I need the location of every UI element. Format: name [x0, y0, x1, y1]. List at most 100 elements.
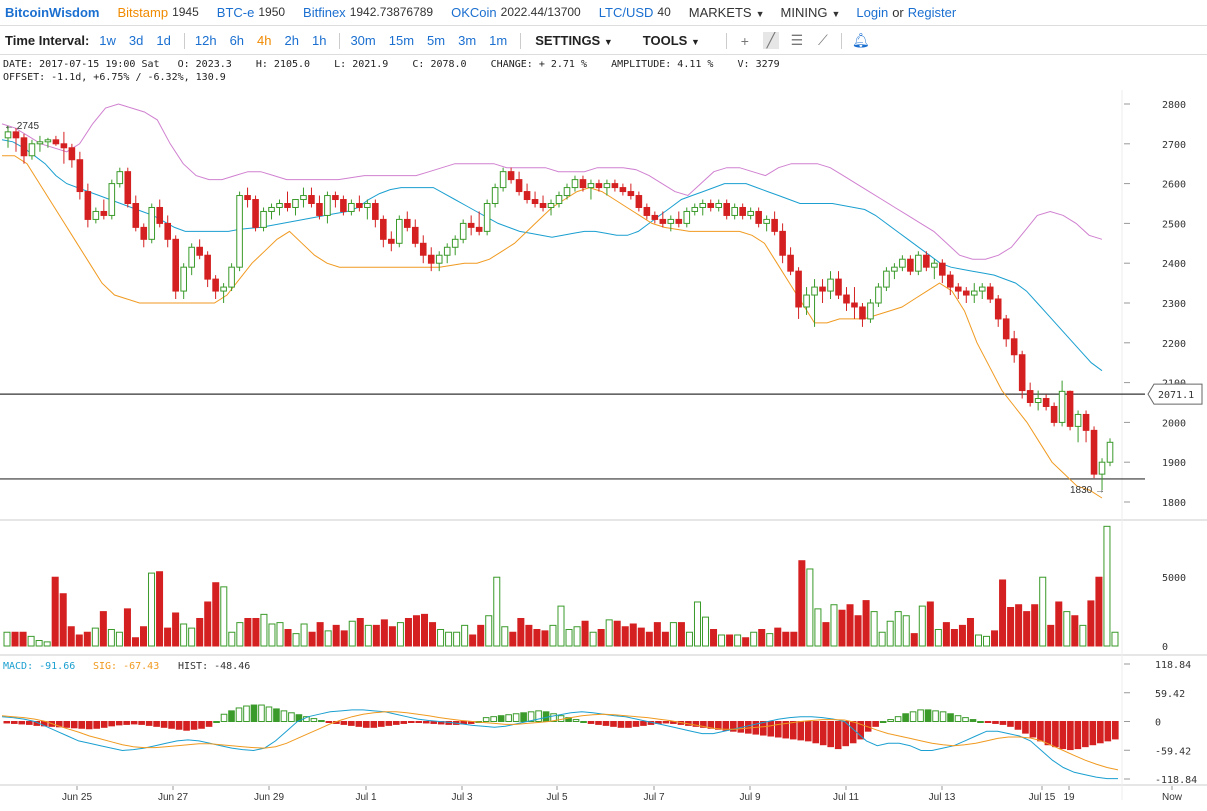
- interval-1m[interactable]: 1m: [489, 33, 508, 48]
- candle-down: [1002, 318, 1010, 340]
- interval-5m[interactable]: 5m: [427, 33, 446, 48]
- candle-up: [292, 199, 299, 208]
- interval-2h[interactable]: 2h: [284, 33, 299, 48]
- volume-bar: [597, 628, 605, 647]
- date-label: Jul 1: [355, 792, 377, 803]
- interval-1w[interactable]: 1w: [99, 33, 116, 48]
- interval-3d[interactable]: 3d: [128, 33, 144, 48]
- volume-bar: [188, 627, 196, 647]
- candle-up: [915, 254, 922, 272]
- candle-up: [587, 183, 595, 189]
- exchange-bitfinex[interactable]: Bitfinex: [303, 5, 346, 20]
- macd-hist-bar: [572, 719, 580, 723]
- candle-down: [308, 195, 315, 204]
- candle-down: [1042, 398, 1050, 407]
- candle-up: [731, 206, 738, 216]
- candle-up: [499, 171, 507, 189]
- macd-hist-bar: [482, 717, 490, 723]
- interval-1d[interactable]: 1d: [156, 33, 171, 48]
- exchange-okcoin[interactable]: OKCoin: [451, 5, 497, 20]
- offset-info-line: OFFSET: -1.1d, +6.75% / -6.32%, 130.9: [3, 72, 226, 83]
- candle-up: [324, 195, 331, 216]
- exchange-bitstamp[interactable]: Bitstamp: [117, 5, 169, 20]
- volume-bar: [1039, 576, 1047, 647]
- interval-30m[interactable]: 30m: [350, 33, 376, 48]
- candle-down: [164, 222, 172, 240]
- candle-up: [348, 203, 355, 212]
- macd-hist-bar: [355, 721, 363, 727]
- settings-menu[interactable]: SETTINGS ▼: [535, 33, 613, 48]
- volume-bar: [549, 624, 557, 647]
- volume-bar: [742, 637, 750, 647]
- candle-up: [1106, 441, 1114, 463]
- candle-up: [1058, 390, 1066, 423]
- interval-buttons: 1w 3d 1d 12h 6h 4h 2h 1h 30m 15m 5m 3m 1m: [99, 32, 531, 49]
- volume-bar: [148, 572, 156, 647]
- candle-down: [531, 199, 539, 205]
- macd-hist-bar: [782, 721, 790, 739]
- macd-hist-bar: [587, 721, 595, 724]
- exchange-ltcusd[interactable]: LTC/USD: [598, 5, 654, 20]
- login-link[interactable]: Login: [856, 5, 889, 20]
- candle-down: [204, 254, 211, 280]
- interval-4h[interactable]: 4h: [257, 33, 272, 48]
- interval-15m[interactable]: 15m: [388, 33, 415, 48]
- macd-hist-bar: [10, 721, 18, 724]
- brand-logo[interactable]: BitcoinWisdom: [5, 5, 100, 20]
- candle-down: [659, 218, 667, 224]
- volume-bar: [806, 568, 814, 647]
- volume-bar: [814, 608, 822, 647]
- macd-hist-bar: [947, 713, 954, 722]
- date-label: Jun 29: [254, 792, 284, 803]
- bell-icon[interactable]: 🔔︎: [851, 32, 870, 48]
- volume-bar: [461, 624, 469, 647]
- volume-bar: [172, 612, 180, 647]
- volume-bar: [43, 641, 51, 647]
- crosshair-icon[interactable]: +: [740, 32, 749, 49]
- macd-hist-bar: [999, 721, 1007, 725]
- macd-hist-bar: [93, 721, 100, 729]
- volume-bar: [533, 628, 541, 647]
- interval-3m[interactable]: 3m: [458, 33, 477, 48]
- candle-down: [507, 171, 515, 181]
- fan-draw-icon[interactable]: ⟋: [817, 32, 828, 48]
- mining-menu[interactable]: MINING ▼: [780, 5, 841, 20]
- price-tick-label: 2000: [1162, 418, 1186, 429]
- candle-down: [332, 195, 339, 201]
- candle-down: [707, 203, 715, 208]
- volume-bar: [637, 627, 645, 647]
- volume-bar: [164, 627, 172, 647]
- interval-12h[interactable]: 12h: [194, 33, 217, 48]
- horizontal-lines-icon[interactable]: ☰: [790, 32, 804, 48]
- volume-bar: [1103, 525, 1111, 647]
- candle-up: [899, 258, 906, 268]
- register-link[interactable]: Register: [907, 5, 957, 20]
- volume-bar: [204, 601, 212, 647]
- tools-menu[interactable]: TOOLS ▼: [642, 33, 700, 48]
- signal-line: [1, 711, 1119, 771]
- exchange-btce[interactable]: BTC-e: [216, 5, 255, 20]
- exchange-price: 1942.73876789: [349, 5, 434, 19]
- candle-up: [180, 266, 187, 292]
- line-draw-icon[interactable]: ╱: [762, 32, 779, 49]
- macd-hist-bar: [85, 721, 93, 730]
- candle-up: [667, 218, 675, 224]
- volume-bar: [212, 582, 220, 647]
- volume-bar: [1031, 604, 1039, 647]
- interval-6h[interactable]: 6h: [229, 33, 245, 48]
- candle-down: [372, 203, 379, 220]
- candle-down: [284, 203, 291, 208]
- candle-down: [1090, 429, 1098, 475]
- macd-hist-bar: [1059, 721, 1067, 750]
- interval-1h[interactable]: 1h: [311, 33, 327, 48]
- volume-bar: [252, 617, 260, 647]
- macd-hist-bar: [1007, 721, 1014, 727]
- candle-down: [467, 222, 475, 228]
- candle-down: [962, 290, 970, 296]
- macd-hist-bar: [370, 721, 378, 728]
- markets-menu[interactable]: MARKETS ▼: [688, 5, 765, 20]
- date-label: Jun 25: [62, 792, 92, 803]
- sig-legend: SIG: -67.43: [93, 661, 159, 672]
- macd-hist-bar: [430, 721, 438, 724]
